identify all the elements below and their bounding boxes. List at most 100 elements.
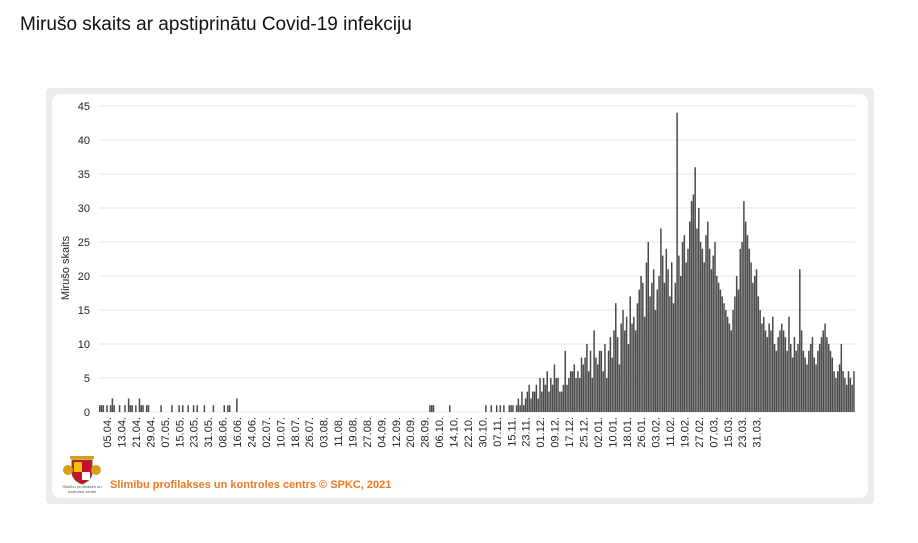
bar [485,405,487,412]
bar [757,296,760,412]
bar [676,112,678,413]
x-tick-label: 19.02. [680,417,692,448]
bar [582,364,585,412]
y-tick-label: 25 [78,237,90,249]
bar [734,296,736,412]
x-tick-label: 24.06. [247,417,259,448]
x-tick-label: 31.05. [203,417,215,448]
bar [535,384,538,412]
bar [788,316,790,412]
bar [106,405,108,412]
grid-lines [99,105,855,413]
bar [142,405,144,412]
bar [755,269,758,412]
bar [670,262,673,412]
bar [838,364,841,412]
x-tick-label: 17.12. [564,417,576,448]
bar [743,201,745,412]
bar [560,391,563,412]
bar [615,303,617,412]
bar [717,282,720,412]
x-tick-label: 18.01. [622,417,634,448]
bar [432,405,435,412]
x-tick-label: 23.11. [521,417,533,447]
bar [553,364,556,412]
y-tick-label: 45 [78,101,90,113]
bar [564,350,567,412]
bar [827,344,830,412]
deaths-bar-chart: 0 5 10 15 20 25 30 35 40 45 05.04. 13.04. 21.04. 29.… [60,101,855,448]
bar [109,405,112,412]
x-tick-label: 16.06. [232,417,244,448]
bar [568,378,570,412]
y-tick-label: 30 [78,203,90,215]
x-tick-label: 10.07. [275,417,287,448]
x-tick-label: 22.10. [463,417,475,448]
bar [768,323,770,412]
y-tick-label: 35 [78,169,90,181]
bar [642,282,644,412]
bar [770,330,772,412]
bar [562,384,565,412]
bar [559,391,561,412]
bar [145,405,148,412]
bar [595,357,597,412]
bar [129,405,132,412]
bar [203,405,206,412]
bar [728,323,731,412]
bar [519,405,521,412]
bar [665,248,668,412]
x-tick-label: 26.01. [636,417,648,448]
bar [808,350,810,412]
bar [723,303,725,412]
bar [636,303,639,412]
y-tick-label: 10 [78,339,90,351]
x-tick-label: 21.04. [131,417,143,448]
bar [113,405,115,412]
bar [716,276,718,412]
bar [638,289,640,412]
bar [842,371,844,412]
x-tick-label: 27.02. [694,417,706,448]
bar [647,242,650,412]
bar [532,391,534,412]
bar [649,296,651,412]
bar [836,371,839,412]
bar [631,323,633,412]
bar [524,398,527,412]
bar [699,242,702,412]
bar [236,398,238,412]
bar [726,316,729,412]
bar [669,296,671,412]
bar [762,316,765,412]
bar [802,350,805,412]
bar [730,330,732,412]
bar [840,344,843,412]
bar [138,398,141,412]
bar [761,323,763,412]
y-tick-label: 0 [84,407,90,419]
bar [102,405,105,412]
bar [606,378,608,412]
bar [779,330,781,412]
x-tick-label: 18.07. [290,417,302,448]
bar [853,371,855,412]
bar [544,384,547,412]
bar [721,296,723,412]
bar [100,405,103,412]
bar [656,289,659,412]
bar [541,391,543,412]
bar [845,384,848,412]
bar [737,289,740,412]
x-tick-label: 07.05. [160,417,172,448]
bar [744,221,747,412]
bar [178,405,180,412]
x-tick-label: 11.08. [333,417,345,447]
x-tick-label: 29.04. [145,417,157,448]
bar [566,384,568,412]
bar [753,276,756,412]
bar [508,405,511,412]
bar [654,310,657,412]
bar [196,405,198,412]
bar [687,248,689,412]
